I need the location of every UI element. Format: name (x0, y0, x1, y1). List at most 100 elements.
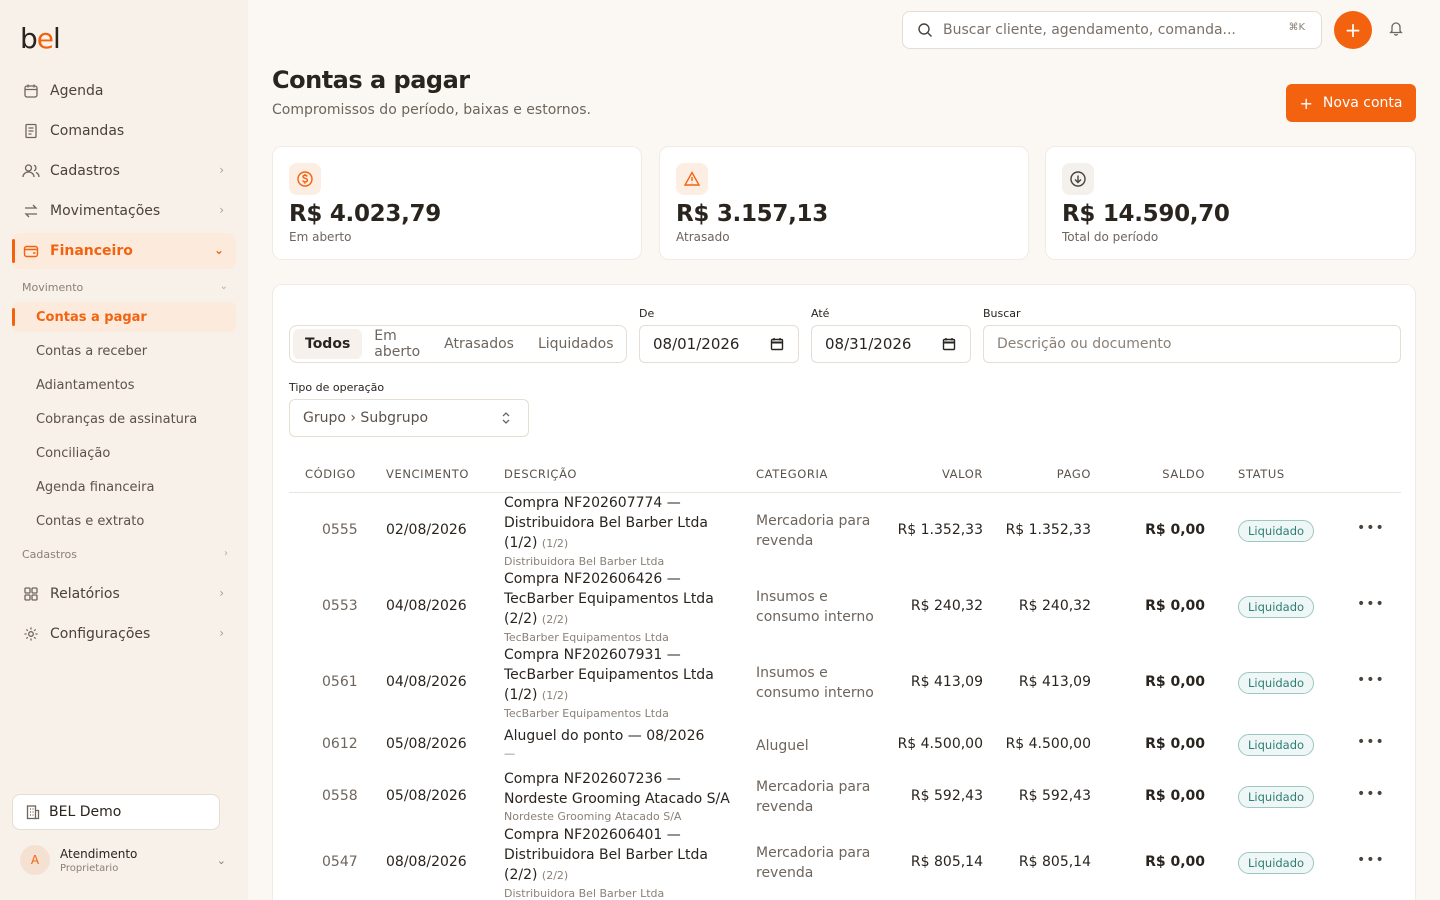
sidebar-item-movimentacoes[interactable]: Movimentações › (12, 193, 236, 229)
avatar: A (20, 845, 50, 875)
supplier-name: Nordeste Grooming Atacado S/A (504, 810, 682, 823)
more-actions-icon[interactable]: ••• (1357, 852, 1385, 868)
column-header-codigo[interactable]: CÓDIGO (305, 467, 356, 481)
sidebar-subitem-contas-a-receber[interactable]: Contas a receber (12, 336, 236, 366)
sidebar-subitem-conciliacao[interactable]: Conciliação (12, 438, 236, 468)
more-actions-icon[interactable]: ••• (1357, 786, 1385, 802)
status-badge: Liquidado (1238, 734, 1315, 756)
app-logo[interactable]: bel (20, 22, 61, 55)
row-category: Mercadoria para revenda (756, 513, 871, 549)
chevron-down-icon: ⌄ (219, 281, 228, 292)
to-date-label: Até (811, 307, 830, 320)
search-label: Buscar (983, 307, 1021, 320)
from-date-value: 08/01/2026 (653, 335, 740, 353)
tenant-selector[interactable]: BEL Demo (12, 794, 220, 830)
row-paid: R$ 805,14 (1018, 854, 1091, 870)
row-description[interactable]: Compra NF202607774 — Distribuidora Bel B… (504, 493, 734, 568)
subitem-label: Contas a receber (36, 343, 148, 359)
subitem-label: Adiantamentos (36, 377, 135, 393)
description-search-input[interactable]: Descrição ou documento (983, 325, 1401, 363)
row-description[interactable]: Compra NF202607236 — Nordeste Grooming A… (504, 769, 734, 823)
sidebar-item-configuracoes[interactable]: Configurações › (12, 616, 236, 652)
section-movimento[interactable]: Movimento ⌄ (22, 281, 228, 294)
table-row[interactable]: 0553 04/08/2026 Compra NF202606426 — Tec… (289, 569, 1401, 645)
tab-liquidados[interactable]: Liquidados (537, 336, 614, 352)
chevron-down-icon: ⌄ (216, 854, 226, 867)
bell-icon[interactable] (1388, 20, 1406, 38)
row-category: Aluguel (756, 738, 809, 754)
row-description[interactable]: Compra NF202606426 — TecBarber Equipamen… (504, 569, 734, 644)
column-header-valor[interactable]: VALOR (941, 467, 983, 481)
sidebar-subitem-adiantamentos[interactable]: Adiantamentos (12, 370, 236, 400)
row-value: R$ 240,32 (910, 598, 983, 614)
column-header-vencimento[interactable]: VENCIMENTO (386, 467, 470, 481)
row-description[interactable]: Aluguel do ponto — 08/2026 — (504, 726, 734, 760)
row-description[interactable]: Compra NF202607931 — TecBarber Equipamen… (504, 645, 734, 720)
from-date-input[interactable]: 08/01/2026 (639, 325, 799, 363)
new-account-button[interactable]: + Nova conta (1286, 84, 1416, 122)
tab-em-aberto[interactable]: Em aberto (374, 328, 421, 360)
table-row[interactable]: 0547 08/08/2026 Compra NF202606401 — Dis… (289, 825, 1401, 900)
row-code: 0561 (322, 674, 358, 690)
arrow-down-circle-icon (1062, 163, 1094, 195)
sidebar-item-financeiro[interactable]: Financeiro ⌄ (12, 233, 236, 269)
sidebar-item-cadastros[interactable]: Cadastros › (12, 153, 236, 189)
row-due-date: 04/08/2026 (386, 598, 467, 614)
section-cadastros[interactable]: Cadastros › (22, 548, 228, 561)
calendar-icon[interactable] (770, 337, 784, 351)
table-row[interactable]: 0561 04/08/2026 Compra NF202607931 — Tec… (289, 645, 1401, 721)
row-category: Mercadoria para revenda (756, 845, 871, 881)
row-paid: R$ 592,43 (1018, 788, 1091, 804)
tab-todos[interactable]: Todos (293, 329, 363, 359)
subitem-label: Contas e extrato (36, 513, 145, 529)
sidebar-item-label: Cadastros (50, 163, 120, 179)
kpi-label: Atrasado (676, 230, 730, 244)
more-actions-icon[interactable]: ••• (1357, 734, 1385, 750)
chevron-right-icon: › (219, 203, 224, 217)
table-row[interactable]: 0612 05/08/2026 Aluguel do ponto — 08/20… (289, 721, 1401, 769)
sidebar-item-agenda[interactable]: Agenda (12, 73, 236, 109)
row-category: Insumos e consumo interno (756, 589, 874, 625)
operation-type-value: Grupo › Subgrupo (303, 410, 429, 426)
row-code: 0558 (322, 788, 358, 804)
row-paid: R$ 413,09 (1018, 674, 1091, 690)
sidebar-subitem-contas-a-pagar[interactable]: Contas a pagar (12, 302, 236, 332)
tab-atrasados[interactable]: Atrasados (444, 336, 514, 352)
receipt-icon (22, 122, 40, 140)
more-actions-icon[interactable]: ••• (1357, 520, 1385, 536)
user-menu[interactable]: A Atendimento Proprietario ⌄ (20, 842, 232, 878)
column-header-categoria[interactable]: CATEGORIA (756, 467, 828, 481)
global-search-input[interactable]: Buscar cliente, agendamento, comanda... … (902, 11, 1322, 49)
row-category: Mercadoria para revenda (756, 779, 871, 815)
operation-type-select[interactable]: Grupo › Subgrupo (289, 399, 529, 437)
status-badge: Liquidado (1238, 520, 1315, 542)
more-actions-icon[interactable]: ••• (1357, 672, 1385, 688)
row-code: 0547 (322, 854, 358, 870)
row-description[interactable]: Compra NF202606401 — Distribuidora Bel B… (504, 825, 734, 900)
row-value: R$ 413,09 (910, 674, 983, 690)
row-value: R$ 592,43 (910, 788, 983, 804)
more-actions-icon[interactable]: ••• (1357, 596, 1385, 612)
column-header-saldo[interactable]: SALDO (1162, 467, 1205, 481)
sidebar-subitem-cobrancas-assinatura[interactable]: Cobranças de assinatura (12, 404, 236, 434)
column-header-descricao[interactable]: DESCRIÇÃO (504, 467, 577, 481)
table-row[interactable]: 0555 02/08/2026 Compra NF202607774 — Dis… (289, 493, 1401, 569)
sidebar-item-label: Movimentações (50, 203, 161, 219)
column-header-pago[interactable]: PAGO (1056, 467, 1091, 481)
calendar-icon[interactable] (942, 337, 956, 351)
table-row[interactable]: 0558 05/08/2026 Compra NF202607236 — Nor… (289, 769, 1401, 825)
sidebar-item-comandas[interactable]: Comandas (12, 113, 236, 149)
gear-icon (22, 625, 40, 643)
row-paid: R$ 1.352,33 (1005, 522, 1091, 538)
column-header-status[interactable]: STATUS (1238, 467, 1285, 481)
operation-type-label: Tipo de operação (289, 381, 385, 394)
status-badge: Liquidado (1238, 786, 1315, 808)
sidebar-item-relatorios[interactable]: Relatórios › (12, 576, 236, 612)
row-balance: R$ 0,00 (1145, 854, 1205, 870)
chevron-up-down-icon (500, 410, 512, 426)
sidebar-subitem-agenda-financeira[interactable]: Agenda financeira (12, 472, 236, 502)
quick-add-button[interactable]: + (1334, 11, 1372, 49)
search-placeholder: Descrição ou documento (997, 336, 1172, 352)
to-date-input[interactable]: 08/31/2026 (811, 325, 971, 363)
sidebar-subitem-contas-extrato[interactable]: Contas e extrato (12, 506, 236, 536)
